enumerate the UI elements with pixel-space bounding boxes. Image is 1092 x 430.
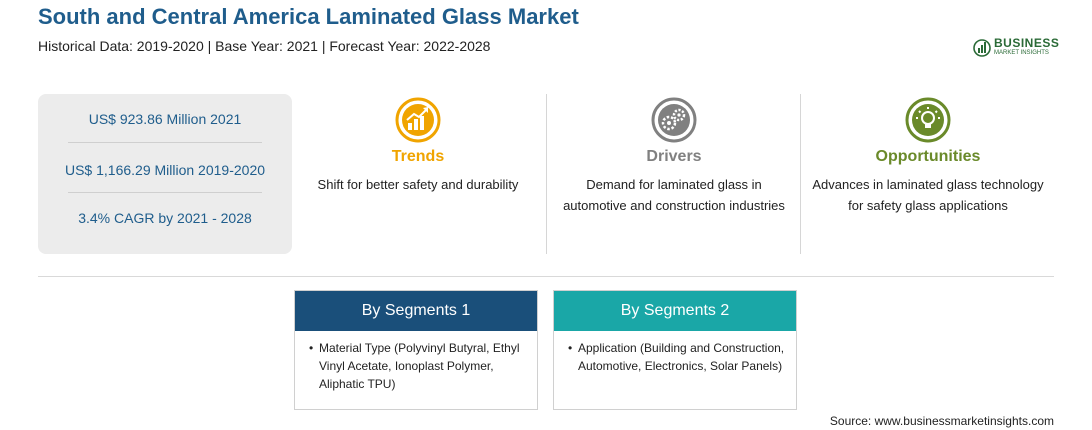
stat-cagr: 3.4% CAGR by 2021 - 2028: [78, 210, 252, 226]
stat-divider: [68, 192, 262, 193]
trends-heading: Trends: [391, 148, 445, 165]
segment-1-heading: By Segments 1: [295, 291, 537, 331]
column-divider: [800, 94, 801, 254]
stat-divider: [68, 142, 262, 143]
segment-card-1: By Segments 1 • Material Type (Polyvinyl…: [294, 290, 538, 410]
stat-historical-size: US$ 1,166.29 Million 2019-2020: [64, 162, 266, 178]
drivers-description: Demand for laminated glass in automotive…: [563, 177, 785, 213]
segment-1-body: • Material Type (Polyvinyl Butyral, Ethy…: [295, 331, 537, 393]
trends-description: Shift for better safety and durability: [317, 177, 519, 192]
bullet-icon: •: [309, 341, 314, 355]
opportunities-column: Opportunities Advances in laminated glas…: [808, 96, 1048, 216]
globe-bars-icon: [973, 39, 991, 57]
trends-column: Trends Shift for better safety and durab…: [298, 96, 538, 195]
bullet-icon: •: [568, 341, 573, 355]
stat-market-size: US$ 923.86 Million 2021: [88, 111, 242, 127]
segment-1-text: Material Type (Polyvinyl Butyral, Ethyl …: [319, 341, 520, 391]
segment-2-body: • Application (Building and Construction…: [554, 331, 796, 375]
opportunities-description: Advances in laminated glass technology f…: [812, 177, 1044, 213]
opportunities-heading: Opportunities: [875, 148, 981, 165]
page-subtitle: Historical Data: 2019-2020 | Base Year: …: [38, 38, 491, 54]
gears-icon: [650, 96, 698, 144]
drivers-column: Drivers Demand for laminated glass in au…: [554, 96, 794, 216]
market-stats-panel: US$ 923.86 Million 2021 US$ 1,166.29 Mil…: [38, 94, 292, 254]
lightbulb-icon: [904, 96, 952, 144]
page-title: South and Central America Laminated Glas…: [38, 4, 579, 29]
section-divider: [38, 276, 1054, 277]
growth-chart-icon: [394, 96, 442, 144]
segment-2-heading: By Segments 2: [554, 291, 796, 331]
logo-subtext: MARKET INSIGHTS: [994, 50, 1049, 56]
column-divider: [546, 94, 547, 254]
source-note: Source: www.businessmarketinsights.com: [829, 414, 1054, 428]
segment-2-text: Application (Building and Construction, …: [578, 341, 785, 373]
segment-card-2: By Segments 2 • Application (Building an…: [553, 290, 797, 410]
logo-text: BUSINESS: [994, 36, 1060, 50]
drivers-heading: Drivers: [646, 148, 702, 165]
company-logo: BUSINESS MARKET INSIGHTS: [972, 36, 1062, 62]
